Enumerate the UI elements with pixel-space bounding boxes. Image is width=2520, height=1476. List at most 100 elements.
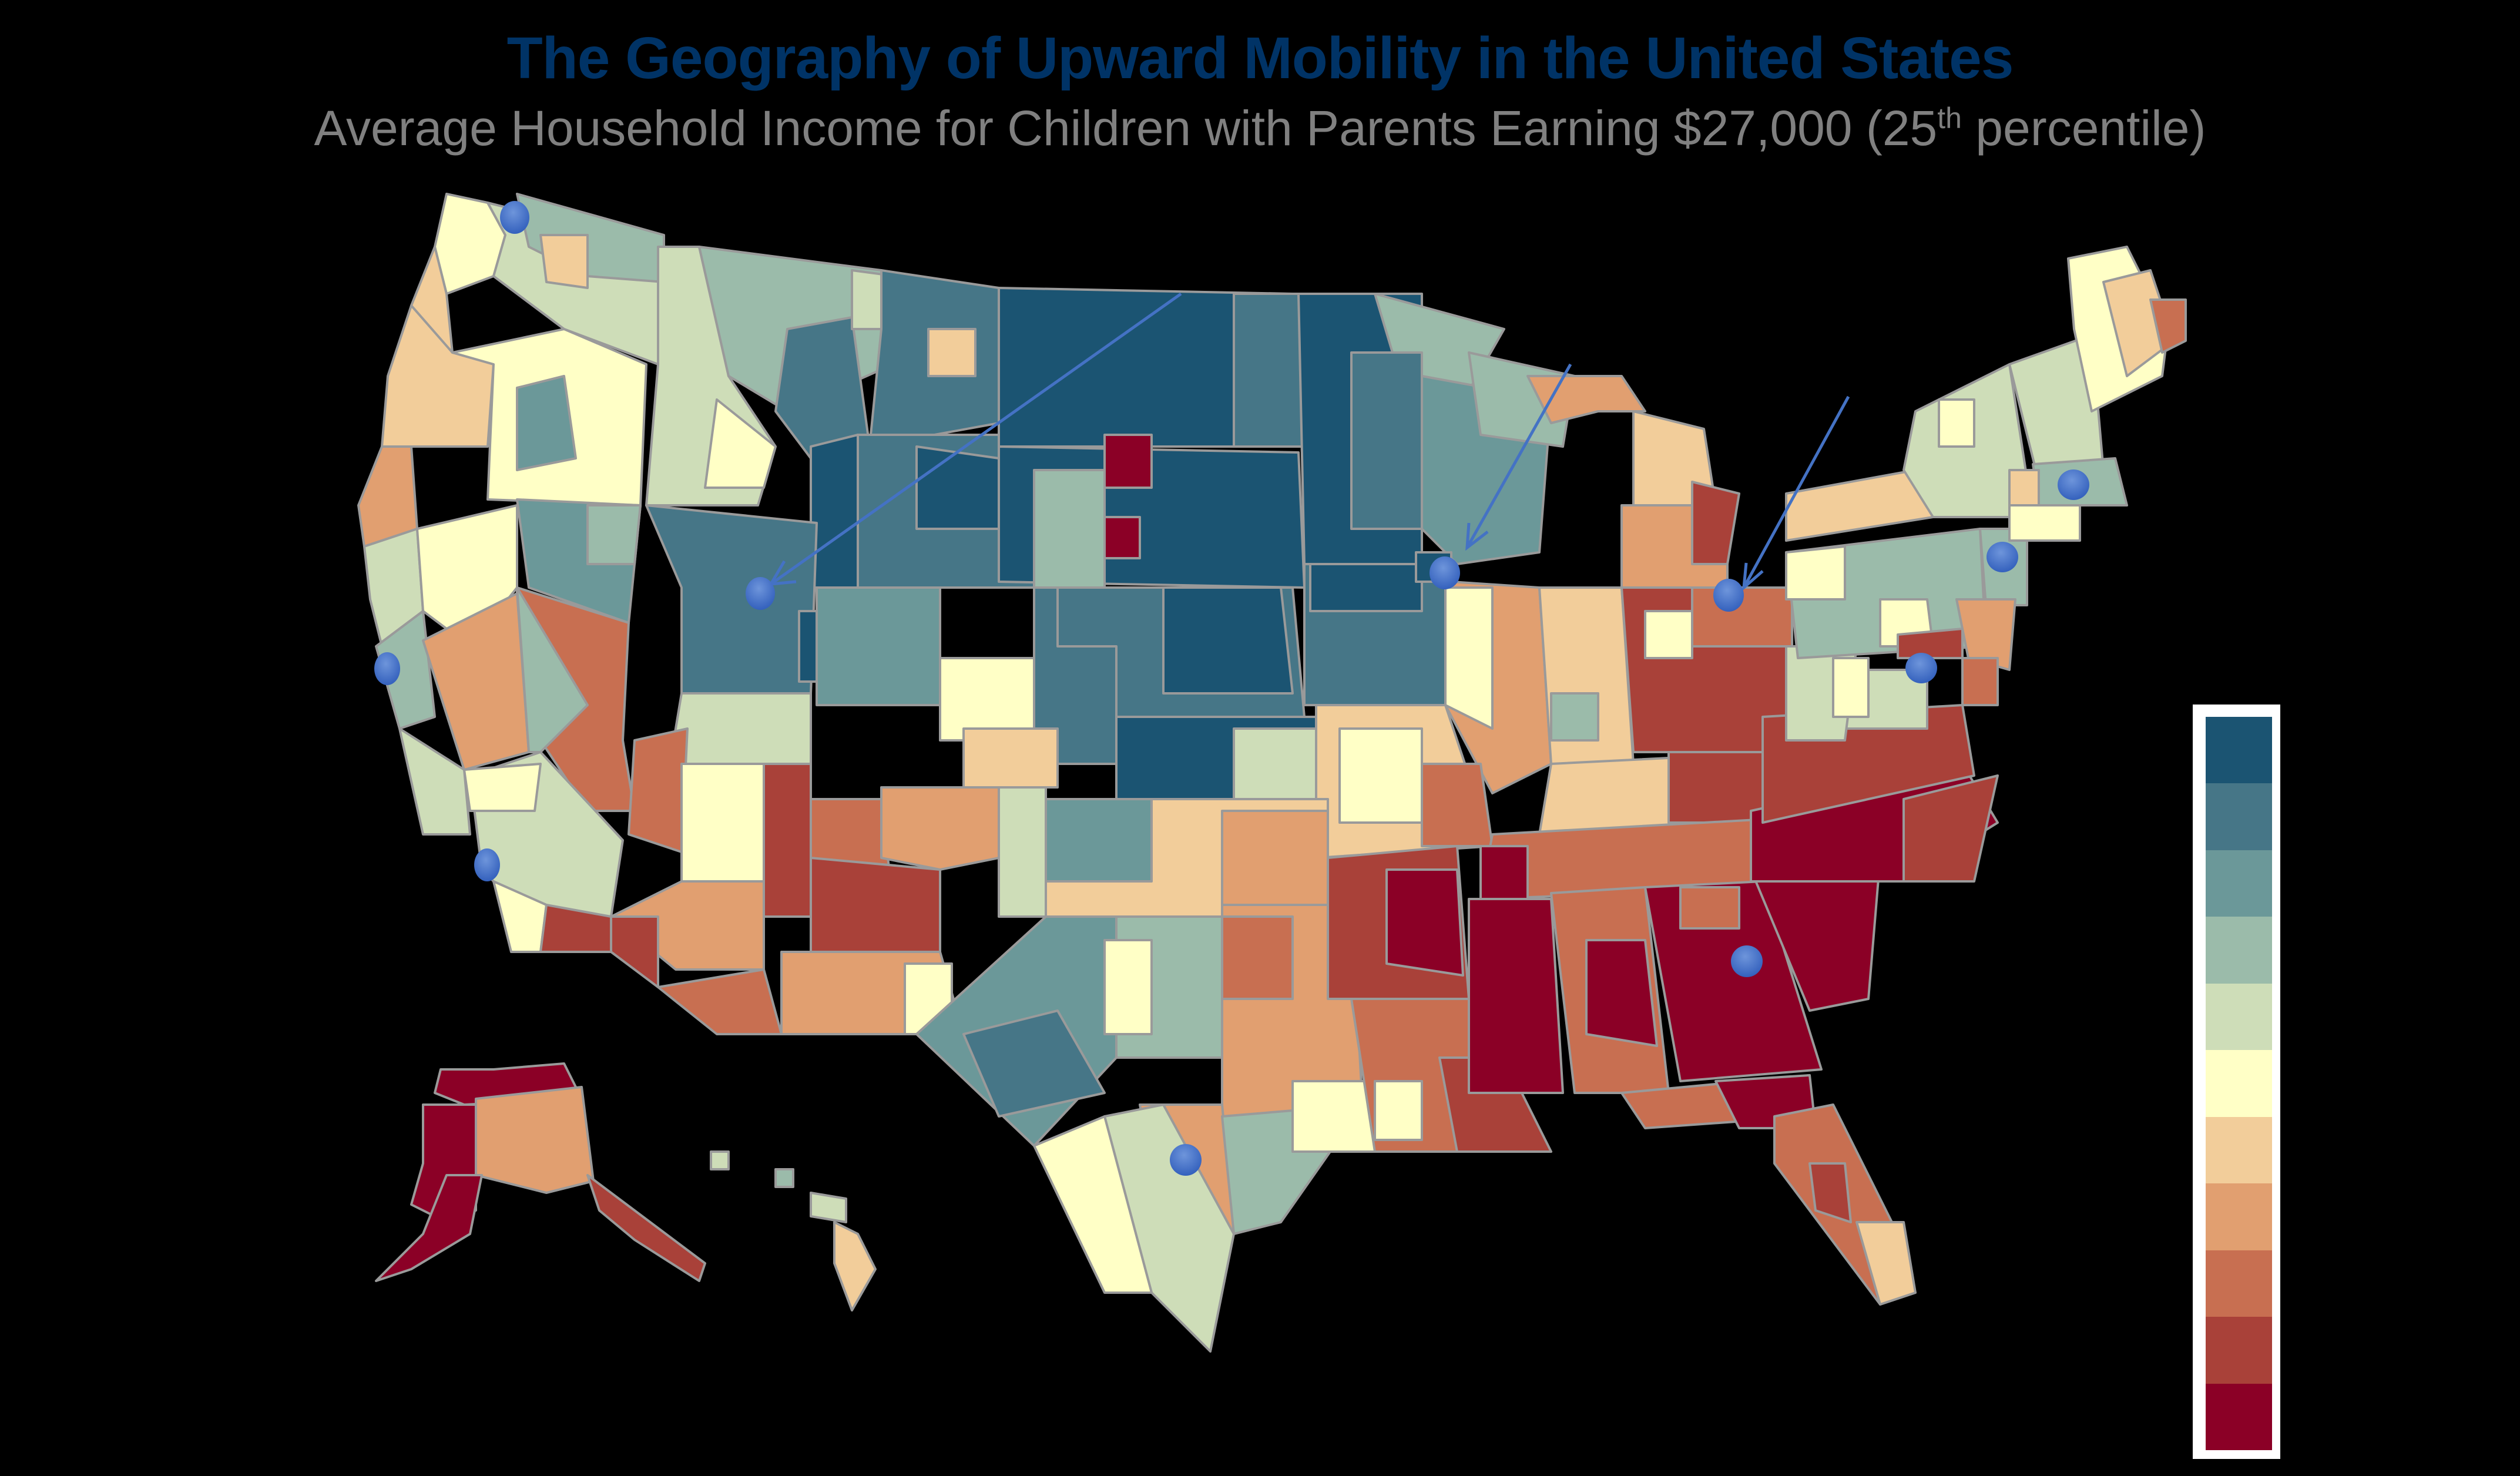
subtitle-tail: percentile) [1961, 100, 2206, 156]
subtitle-superscript: th [1937, 102, 1962, 135]
region-mass-west [2008, 469, 2040, 506]
region-california-central-coast [398, 727, 471, 836]
region-connecticut [2008, 504, 2081, 542]
region-oklahoma-west [1045, 798, 1153, 883]
marker-new-york[interactable] [1987, 542, 2018, 572]
region-new-mexico-east [880, 786, 1000, 871]
region-arizona-yuma [610, 915, 659, 988]
region-new-york-yellow [1938, 398, 1975, 448]
region-california-kern [463, 763, 542, 812]
region-arizona-red [763, 763, 812, 918]
region-california-bay [375, 610, 436, 730]
region-texas-panhandle [998, 786, 1047, 918]
color-legend [2193, 705, 2280, 1459]
legend-swatch-1 [2206, 717, 2272, 784]
arrow-to-chicago [1465, 363, 1572, 549]
region-illinois-west [1444, 586, 1494, 730]
region-montana-orange [927, 328, 977, 377]
region-iowa-north [1309, 563, 1423, 612]
region-wyoming-west [810, 434, 859, 589]
region-pa-west [1785, 545, 1846, 601]
region-spokane [539, 234, 589, 289]
region-oregon-east [516, 375, 577, 471]
region-md-shore [1961, 657, 1999, 706]
legend-swatch-9 [2206, 1250, 2272, 1317]
region-minnesota-mid [1350, 351, 1423, 530]
legend-swatch-10 [2206, 1317, 2272, 1384]
legend-swatch-7 [2206, 1116, 2272, 1184]
chart-subtitle: Average Household Income for Children wi… [0, 100, 2520, 157]
marker-boston[interactable] [2058, 469, 2089, 500]
chart-title: The Geography of Upward Mobility in the … [506, 25, 2014, 91]
region-wv-yellow [1832, 657, 1870, 718]
region-colorado-west [816, 586, 941, 706]
region-nevada-ne [586, 504, 642, 565]
region-pine-ridge-south [1103, 516, 1141, 559]
region-utah-south [669, 692, 812, 765]
region-arizona-central [680, 763, 771, 883]
arrow-to-cleveland [1742, 395, 1850, 589]
region-michigan-east [1691, 481, 1740, 565]
region-maryland [1897, 628, 1964, 659]
region-wyoming-east [915, 445, 1000, 530]
region-florida-south [1855, 1221, 1917, 1306]
marker-cleveland[interactable] [1713, 579, 1744, 612]
region-washington-north [516, 193, 665, 283]
region-hawaii-oahu [774, 1168, 794, 1188]
region-oklahoma-east [1221, 810, 1329, 918]
legend-swatch-6 [2206, 1050, 2272, 1117]
legend-swatch-4 [2206, 917, 2272, 984]
arrow-head-cleveland [1741, 562, 1764, 592]
region-texas-dfw [1221, 915, 1294, 1000]
region-georgia-north [1679, 886, 1740, 930]
region-texas-border [1033, 1115, 1153, 1294]
region-new-mexico-red [810, 857, 941, 953]
region-hawaii-kauai [710, 1150, 730, 1170]
legend-swatch-5 [2206, 983, 2272, 1051]
region-alaska-interior [475, 1086, 595, 1194]
subtitle-text: Average Household Income for Children wi… [314, 100, 1938, 156]
marker-chicago[interactable] [1430, 556, 1460, 589]
marker-san-antonio[interactable] [1170, 1144, 1202, 1176]
region-maine-east [2149, 298, 2187, 354]
region-delaware [1955, 598, 2016, 671]
marker-salt-lake-city[interactable] [746, 577, 775, 610]
marker-seattle[interactable] [500, 201, 529, 234]
region-nebraska-east [1162, 586, 1294, 695]
region-indiana-green [1550, 692, 1599, 742]
region-colorado-south [962, 727, 1059, 789]
region-utah-north [645, 504, 818, 695]
region-missouri-yellow [1338, 727, 1423, 824]
marker-san-francisco[interactable] [374, 652, 400, 685]
region-alaska-southwest [375, 1174, 483, 1282]
region-arizona-southeast [657, 968, 783, 1035]
legend-swatches [2206, 717, 2272, 1450]
arrow-to-salt-lake-city [770, 292, 1182, 586]
legend-swatch-11 [2206, 1383, 2272, 1450]
region-pine-ridge [1103, 434, 1153, 489]
region-tennessee-west [1479, 845, 1529, 900]
region-texas-yellow [1103, 939, 1153, 1035]
region-idaho-se [704, 398, 777, 489]
marker-los-angeles[interactable] [474, 848, 500, 881]
region-hawaii-maui [810, 1192, 847, 1223]
legend-swatch-3 [2206, 850, 2272, 917]
region-arizona-north [628, 727, 689, 853]
region-nc-coast [1902, 774, 1999, 883]
region-alabama-blackbelt [1585, 939, 1658, 1047]
arrow-head-chicago [1465, 522, 1489, 551]
region-missouri-southeast [1421, 763, 1494, 847]
region-louisiana-yellow [1374, 1080, 1423, 1141]
legend-swatch-2 [2206, 783, 2272, 850]
region-mississippi [1468, 898, 1564, 1094]
region-texas-west-dark [962, 1009, 1106, 1118]
marker-washington-dc[interactable] [1905, 653, 1937, 683]
marker-atlanta[interactable] [1731, 945, 1763, 977]
region-ohio-yellow [1644, 610, 1693, 659]
region-arkansas-delta [1385, 868, 1464, 977]
legend-swatch-8 [2206, 1183, 2272, 1250]
region-texas-houston-east [1291, 1080, 1376, 1153]
city-markers [374, 201, 2089, 1176]
region-alaska-southeast [586, 1174, 706, 1282]
